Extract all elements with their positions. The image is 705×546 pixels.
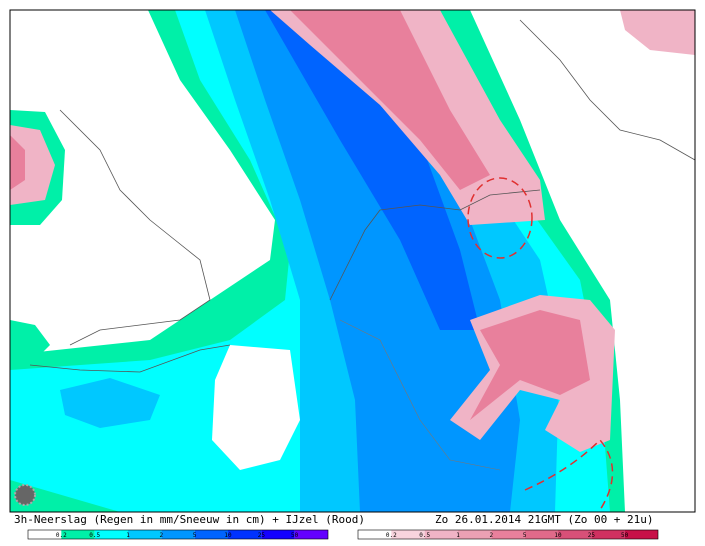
legend-label: 50 xyxy=(621,532,629,539)
legend-label: 5 xyxy=(523,532,527,539)
timestamp: Zo 26.01.2014 21GMT (Zo 00 + 21u) xyxy=(435,513,654,526)
logo xyxy=(14,484,36,506)
legend-label: 0.5 xyxy=(419,532,430,539)
coastline xyxy=(329,189,541,301)
legend-swatch xyxy=(558,530,592,539)
border xyxy=(339,319,501,471)
coastline xyxy=(29,344,231,373)
ice-band xyxy=(470,310,590,420)
legend-label: 10 xyxy=(554,532,562,539)
precip-band xyxy=(265,10,480,330)
ice-band xyxy=(290,10,490,190)
ice-band xyxy=(620,10,695,55)
legend-frame xyxy=(357,529,659,540)
map-frame xyxy=(9,9,696,513)
legend-label: 0.5 xyxy=(89,532,100,539)
legend-swatch xyxy=(261,530,295,539)
land-dry xyxy=(212,345,300,470)
legend-swatch xyxy=(591,530,625,539)
legend-swatch xyxy=(128,530,162,539)
ice-contour xyxy=(524,438,614,511)
legend-frame xyxy=(27,529,329,540)
legend-swatch xyxy=(358,530,392,539)
legend-label: 25 xyxy=(258,532,266,539)
ice-band xyxy=(10,125,55,205)
legend-swatch xyxy=(161,530,195,539)
legend-label: 50 xyxy=(291,532,299,539)
precip-band xyxy=(10,320,50,365)
legends: 0.2 0.5 1 2 5 10 25 50 0.2 0.5 1 2 5 10 25 50 xyxy=(27,529,659,540)
legend-swatch xyxy=(458,530,492,539)
legend-label: 5 xyxy=(193,532,197,539)
coastline xyxy=(519,19,696,161)
caption: 3h-Neerslag (Regen in mm/Sneeuw in cm) +… xyxy=(14,513,365,526)
legend-swatch xyxy=(228,530,262,539)
legend-swatch xyxy=(491,530,525,539)
legend-swatch xyxy=(94,530,128,539)
precip-band xyxy=(235,10,520,512)
legend-swatch xyxy=(294,530,328,539)
precip-band xyxy=(60,378,160,428)
legend-swatch xyxy=(28,530,62,539)
legend-label: 0.2 xyxy=(386,532,397,539)
legend-swatch xyxy=(624,530,658,539)
legend-label: 1 xyxy=(456,532,460,539)
map-area xyxy=(9,9,696,513)
legend-label: 0.2 xyxy=(56,532,67,539)
legend-label: 2 xyxy=(490,532,494,539)
legend-label: 2 xyxy=(160,532,164,539)
legend-swatch xyxy=(61,530,95,539)
legend-swatch xyxy=(424,530,458,539)
coastline xyxy=(59,109,211,346)
legend-label: 25 xyxy=(588,532,596,539)
legend-swatch xyxy=(524,530,558,539)
legend-swatch xyxy=(391,530,425,539)
legend-label: 10 xyxy=(224,532,232,539)
ice-band xyxy=(10,135,25,190)
ice-contour xyxy=(467,177,533,259)
legend-label: 1 xyxy=(126,532,130,539)
legend-swatch xyxy=(194,530,228,539)
